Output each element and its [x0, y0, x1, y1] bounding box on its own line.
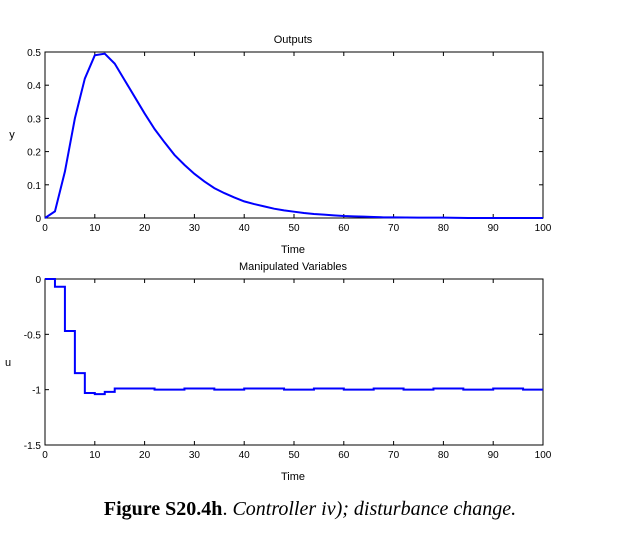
outputs-x-tick-label: 50 [288, 223, 300, 234]
figure-caption-separator: . [222, 498, 233, 520]
manipulated-x-tick-label: 90 [488, 450, 500, 461]
figure-caption-text: Controller iv); disturbance change. [232, 498, 517, 520]
outputs-x-tick-label: 80 [438, 223, 450, 234]
outputs-x-tick-label: 90 [488, 223, 500, 234]
outputs-y-tick-label: 0.1 [27, 181, 41, 192]
figure-caption: Figure S20.4h. Controller iv); disturban… [0, 498, 620, 521]
manipulated-x-tick-label: 0 [42, 450, 48, 461]
figure-caption-label: Figure S20.4h [103, 498, 223, 520]
outputs-y-ticks: 0 0.1 0.2 0.3 0.4 0.5 [27, 48, 543, 225]
outputs-x-axis-label: Time [281, 244, 305, 256]
outputs-title: Outputs [274, 34, 313, 46]
manipulated-x-ticks: 0 10 20 30 40 50 60 70 80 90 100 [42, 279, 552, 461]
outputs-y-tick-label: 0.3 [27, 114, 41, 125]
outputs-y-tick-label: 0.5 [27, 48, 41, 59]
outputs-x-tick-label: 20 [139, 223, 151, 234]
manipulated-x-tick-label: 30 [189, 450, 201, 461]
outputs-x-tick-label: 30 [189, 223, 201, 234]
outputs-x-tick-label: 10 [89, 223, 101, 234]
manipulated-u-series-line [45, 278, 543, 396]
manipulated-x-tick-label: 20 [139, 450, 151, 461]
outputs-plot-frame [44, 51, 544, 219]
outputs-x-tick-label: 0 [42, 223, 48, 234]
manipulated-y-tick-label: 0 [35, 275, 41, 286]
manipulated-x-tick-label: 100 [535, 450, 552, 461]
outputs-y-series-line [44, 52, 543, 219]
manipulated-x-tick-label: 40 [239, 450, 251, 461]
manipulated-plot-frame [44, 278, 544, 446]
manipulated-y-axis-label: u [5, 357, 11, 369]
manipulated-x-tick-label: 70 [388, 450, 400, 461]
manipulated-x-tick-label: 80 [438, 450, 450, 461]
manipulated-title: Manipulated Variables [239, 261, 348, 273]
outputs-y-axis-label: y [9, 129, 15, 141]
manipulated-y-tick-label: -0.5 [24, 330, 42, 341]
outputs-x-tick-label: 70 [388, 223, 400, 234]
outputs-x-tick-label: 40 [239, 223, 251, 234]
outputs-x-tick-label: 100 [535, 223, 552, 234]
outputs-y-tick-label: 0.2 [27, 148, 41, 159]
manipulated-y-tick-label: -1.5 [24, 441, 42, 452]
manipulated-x-axis-label: Time [281, 471, 305, 483]
outputs-axes: Outputs 0 10 20 30 40 50 60 70 80 90 100 0 0.1 0.2 0.… [9, 34, 552, 256]
outputs-x-tick-label: 60 [338, 223, 350, 234]
manipulated-axes: Manipulated Variables 0 10 20 30 40 50 60 70 80 9… [5, 261, 552, 483]
manipulated-y-tick-label: -1 [32, 386, 41, 397]
manipulated-x-tick-label: 10 [89, 450, 101, 461]
outputs-y-tick-label: 0 [35, 214, 41, 225]
manipulated-x-tick-label: 60 [338, 450, 350, 461]
outputs-y-tick-label: 0.4 [27, 81, 41, 92]
outputs-x-ticks: 0 10 20 30 40 50 60 70 80 90 100 [42, 52, 552, 234]
manipulated-x-tick-label: 50 [288, 450, 300, 461]
